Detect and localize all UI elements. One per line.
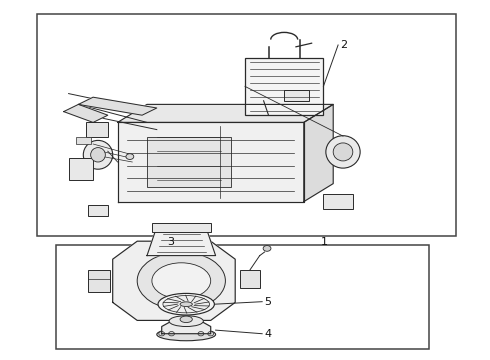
Bar (56, 245, 429, 349)
Ellipse shape (137, 252, 225, 310)
Ellipse shape (91, 148, 105, 162)
Circle shape (263, 246, 271, 251)
Bar (245, 58, 323, 115)
Polygon shape (64, 104, 108, 122)
Text: 1: 1 (321, 237, 328, 247)
Ellipse shape (169, 316, 203, 327)
Bar (88, 205, 108, 216)
Bar (37, 14, 456, 236)
Bar (323, 194, 353, 209)
Circle shape (198, 332, 204, 336)
Bar (88, 270, 110, 292)
Circle shape (169, 332, 174, 336)
Bar (240, 270, 260, 288)
Polygon shape (162, 318, 211, 334)
Bar (284, 90, 309, 101)
Ellipse shape (333, 143, 353, 161)
Circle shape (208, 332, 214, 336)
Polygon shape (118, 122, 304, 202)
Polygon shape (147, 227, 216, 256)
Bar (152, 223, 211, 232)
Ellipse shape (83, 140, 113, 169)
Ellipse shape (152, 263, 211, 299)
Bar (69, 158, 93, 180)
Circle shape (126, 154, 134, 159)
Ellipse shape (163, 296, 210, 313)
Ellipse shape (326, 136, 360, 168)
Text: 3: 3 (167, 237, 174, 247)
Ellipse shape (180, 302, 192, 307)
Text: 5: 5 (265, 297, 271, 307)
Ellipse shape (180, 316, 192, 323)
Ellipse shape (158, 293, 215, 315)
Bar (76, 137, 91, 144)
Polygon shape (78, 97, 157, 115)
Bar (86, 122, 108, 137)
Polygon shape (304, 104, 333, 202)
Text: 4: 4 (265, 329, 272, 339)
Ellipse shape (157, 328, 216, 341)
Text: 2: 2 (341, 40, 348, 50)
Circle shape (159, 332, 165, 336)
Polygon shape (113, 241, 235, 320)
Bar (147, 137, 231, 187)
Polygon shape (118, 104, 333, 122)
